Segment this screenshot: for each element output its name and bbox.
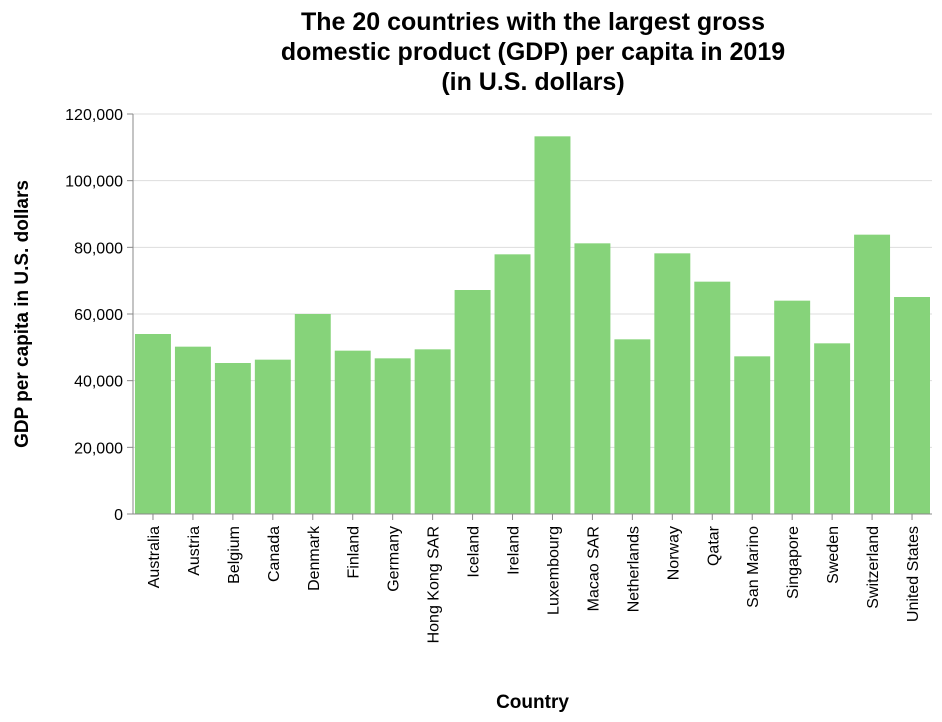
gridlines: [133, 113, 932, 515]
chart-title: The 20 countries with the largest gross …: [281, 8, 785, 96]
bar-san-marino: [734, 356, 771, 514]
bar-norway: [654, 253, 691, 515]
bar-netherlands: [614, 339, 651, 514]
x-tick-label: Australia: [146, 526, 163, 588]
x-tick-label: Belgium: [226, 526, 243, 584]
x-tick-label: Sweden: [825, 526, 842, 584]
y-tick-label: 80,000: [74, 240, 123, 257]
y-tick-label: 60,000: [74, 307, 123, 324]
y-tick-label: 120,000: [65, 107, 123, 124]
y-tick-label: 20,000: [74, 440, 123, 457]
x-tick-label: Macao SAR: [585, 526, 602, 611]
y-tick-label: 0: [114, 507, 123, 524]
y-axis-title: GDP per capita in U.S. dollars: [12, 180, 33, 448]
x-tick-label: Denmark: [306, 525, 323, 591]
bar-hong-kong-sar: [414, 349, 451, 514]
x-tick-label: Qatar: [705, 525, 722, 566]
bar-denmark: [294, 314, 331, 514]
chart-title-line-2: domestic product (GDP) per capita in 201…: [281, 38, 785, 66]
bar-austria: [174, 346, 211, 514]
x-tick-label: Singapore: [785, 526, 802, 599]
x-tick-label: Canada: [266, 526, 283, 582]
x-tick-label: Luxembourg: [545, 526, 562, 615]
x-tick-label: Hong Kong SAR: [426, 526, 443, 643]
x-tick-label: Switzerland: [865, 526, 882, 609]
bar-canada: [254, 359, 291, 514]
y-tick-label: 100,000: [65, 174, 123, 191]
chart-title-line-3: (in U.S. dollars): [441, 68, 624, 96]
x-axis-title: Country: [496, 692, 569, 713]
bar-sweden: [814, 343, 851, 514]
x-tick-label: Iceland: [466, 526, 483, 578]
bar-iceland: [454, 290, 491, 514]
chart-title-line-1: The 20 countries with the largest gross: [301, 8, 765, 36]
x-axis-ticks: Australia Austria Belgium Canada Denmark Finl…: [146, 514, 922, 643]
x-tick-label: Ireland: [506, 526, 523, 575]
x-tick-label: San Marino: [745, 526, 762, 608]
bar-switzerland: [854, 234, 891, 514]
y-axis-ticks: 0 20,000 40,000 60,000 80,000 100,000 120,000: [65, 107, 133, 524]
bars: [135, 136, 930, 515]
x-tick-label: Finland: [346, 526, 363, 578]
bar-qatar: [694, 281, 731, 514]
bar-united-states: [894, 297, 930, 514]
bar-macao-sar: [574, 243, 611, 515]
bar-australia: [135, 334, 171, 514]
x-tick-label: Austria: [186, 526, 203, 576]
x-tick-label: Netherlands: [625, 526, 642, 612]
bar-ireland: [494, 254, 531, 515]
bar-belgium: [214, 363, 251, 514]
bar-singapore: [774, 300, 811, 514]
x-tick-label: United States: [905, 526, 922, 622]
x-tick-label: Germany: [386, 526, 403, 592]
x-tick-label: Norway: [665, 526, 682, 580]
bar-luxembourg: [534, 136, 571, 515]
bar-germany: [374, 358, 411, 514]
y-tick-label: 40,000: [74, 374, 123, 391]
bar-finland: [334, 350, 371, 514]
